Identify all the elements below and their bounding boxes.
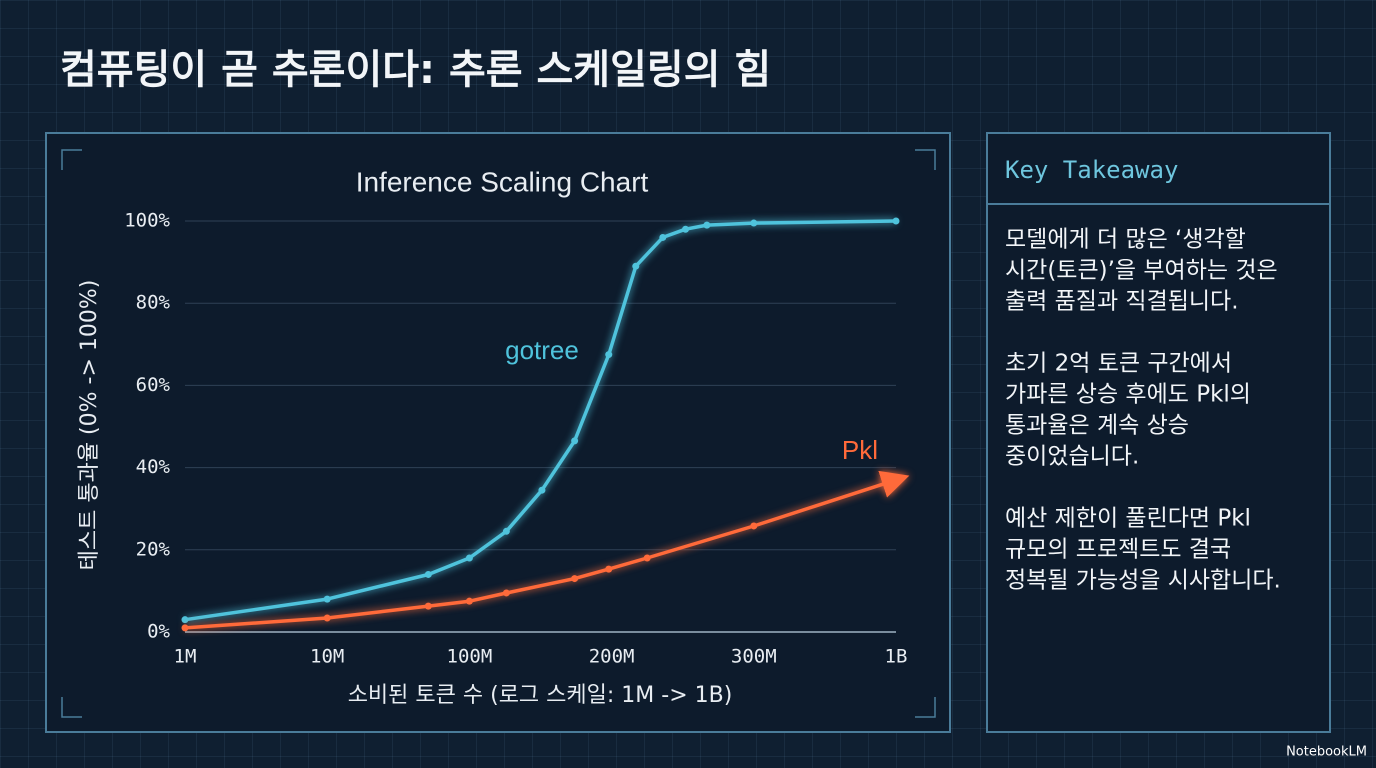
y-tick-label: 0% [147,621,170,643]
takeaway-line: 출력 품질과 직결됩니다. [1005,289,1239,315]
series-label: Pkl [842,435,878,465]
takeaway-line: 예산 제한이 풀린다면 Pkl [1005,506,1251,532]
x-tick-label: 100M [447,646,493,668]
takeaway-line: 규모의 프로젝트도 결국 [1005,537,1231,563]
series-line [184,219,897,622]
data-point [502,589,510,597]
x-tick-label: 300M [731,646,777,668]
takeaway-line: 통과율은 계속 상승 [1005,413,1189,439]
data-point [424,602,432,610]
y-tick-label: 80% [136,292,171,314]
takeaway-line: 정복될 가능성을 시사합니다. [1005,568,1281,594]
y-tick-label: 60% [136,374,171,396]
data-point [703,221,711,229]
slide-title: 컴퓨팅이 곧 추론이다: 추론 스케일링의 힘 [60,47,771,93]
data-point [571,575,579,583]
y-axis-label: 테스트 통과율 (0% -> 100%) [77,280,102,571]
data-point [323,614,331,622]
chart-title: Inference Scaling Chart [356,166,649,197]
data-point [750,219,758,227]
data-point [659,233,667,241]
data-point [502,527,510,535]
data-point [181,616,189,624]
x-tick-label: 10M [310,646,344,668]
series-label: gotree [505,335,579,365]
data-point [424,570,432,578]
y-tick-label: 100% [124,210,170,232]
data-point [465,554,473,562]
data-point [605,351,613,359]
data-point [465,597,473,605]
data-point [323,595,331,603]
x-tick-label: 1B [885,646,908,668]
takeaway-line: 모델에게 더 많은 ‘생각할 [1005,227,1246,253]
takeaway-line: 시간(토큰)’을 부여하는 것은 [1005,258,1278,284]
y-tick-label: 40% [136,456,171,478]
series-line [184,470,910,630]
takeaway-line: 초기 2억 토큰 구간에서 [1005,351,1232,377]
data-point [181,624,189,632]
takeaway-header: Key Takeaway [1005,156,1178,184]
corner-brackets [61,149,936,718]
takeaway-line: 가파른 상승 후에도 Pkl의 [1005,382,1251,408]
data-point [682,225,690,233]
data-point [892,217,900,225]
y-tick-label: 20% [136,538,171,560]
data-point [643,554,651,562]
data-point [632,262,640,270]
footer: NotebookLM [1286,745,1367,760]
data-point [538,486,546,494]
x-tick-label: 1M [174,646,197,668]
data-point [605,565,613,573]
takeaway-panel [986,132,1331,733]
data-point [750,522,758,530]
takeaway-line: 중이었습니다. [1005,444,1139,470]
x-axis-label: 소비된 토큰 수 (로그 스케일: 1M -> 1B) [348,683,733,708]
data-point [571,437,579,445]
x-tick-label: 200M [589,646,635,668]
